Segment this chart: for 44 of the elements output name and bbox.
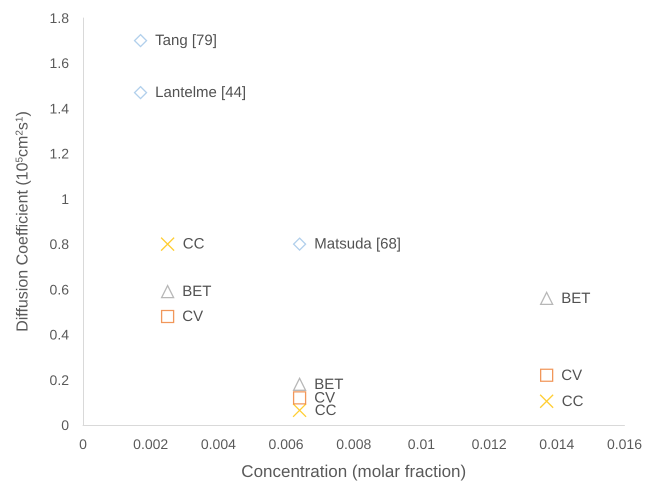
text: CC	[562, 392, 584, 410]
y-tick-label: 0.4	[50, 326, 70, 343]
point	[134, 34, 148, 48]
x-tick-label: 0.014	[539, 436, 575, 452]
point	[292, 237, 306, 251]
point	[134, 86, 148, 100]
y-tick-label: 0.6	[50, 281, 70, 298]
y-tick-label: 1.4	[50, 100, 70, 116]
x-axis-title: Concentration (molar fraction)	[241, 462, 466, 481]
y-tick-label: 0.8	[50, 236, 70, 252]
point	[292, 391, 306, 405]
x-tick-label: 0.016	[606, 436, 642, 452]
series-label: Tang [79]	[155, 32, 217, 50]
point	[160, 284, 174, 298]
x-tick-label: 0.012	[472, 436, 507, 452]
y-tick-label: 1.6	[50, 55, 70, 72]
text: BET	[561, 290, 590, 307]
y-tick-label: 1	[61, 190, 70, 207]
series-label: CC	[314, 402, 337, 419]
text: CC	[182, 236, 204, 253]
y-axis-title: Diffusion Coefficient (105cm2s1)	[14, 111, 32, 332]
point	[292, 403, 307, 418]
series-label: Matsuda [68]	[314, 236, 401, 253]
series-label: BET	[314, 376, 344, 393]
y-tick-label: 0.2	[50, 372, 70, 388]
x-tick-label: 0.01	[408, 436, 436, 452]
x-tick-label: 0	[79, 436, 88, 452]
x-tick-label: 0.002	[133, 436, 168, 452]
point	[160, 236, 175, 252]
y-tick-label: 0	[61, 417, 70, 433]
x-tick-label: 0.008	[336, 436, 372, 452]
text: BET	[182, 283, 212, 300]
point	[539, 394, 554, 408]
y-tick-label: 1.2	[50, 146, 70, 162]
point	[540, 368, 554, 382]
point	[540, 292, 554, 306]
series-label: Lantelme [44]	[155, 84, 246, 102]
y-tick-label: 1.8	[50, 10, 70, 26]
text: CV	[561, 366, 582, 384]
point	[160, 310, 174, 324]
x-tick-label: 0.006	[268, 436, 304, 452]
text: CV	[182, 308, 204, 325]
point	[292, 378, 306, 391]
x-tick-label: 0.004	[200, 436, 236, 452]
